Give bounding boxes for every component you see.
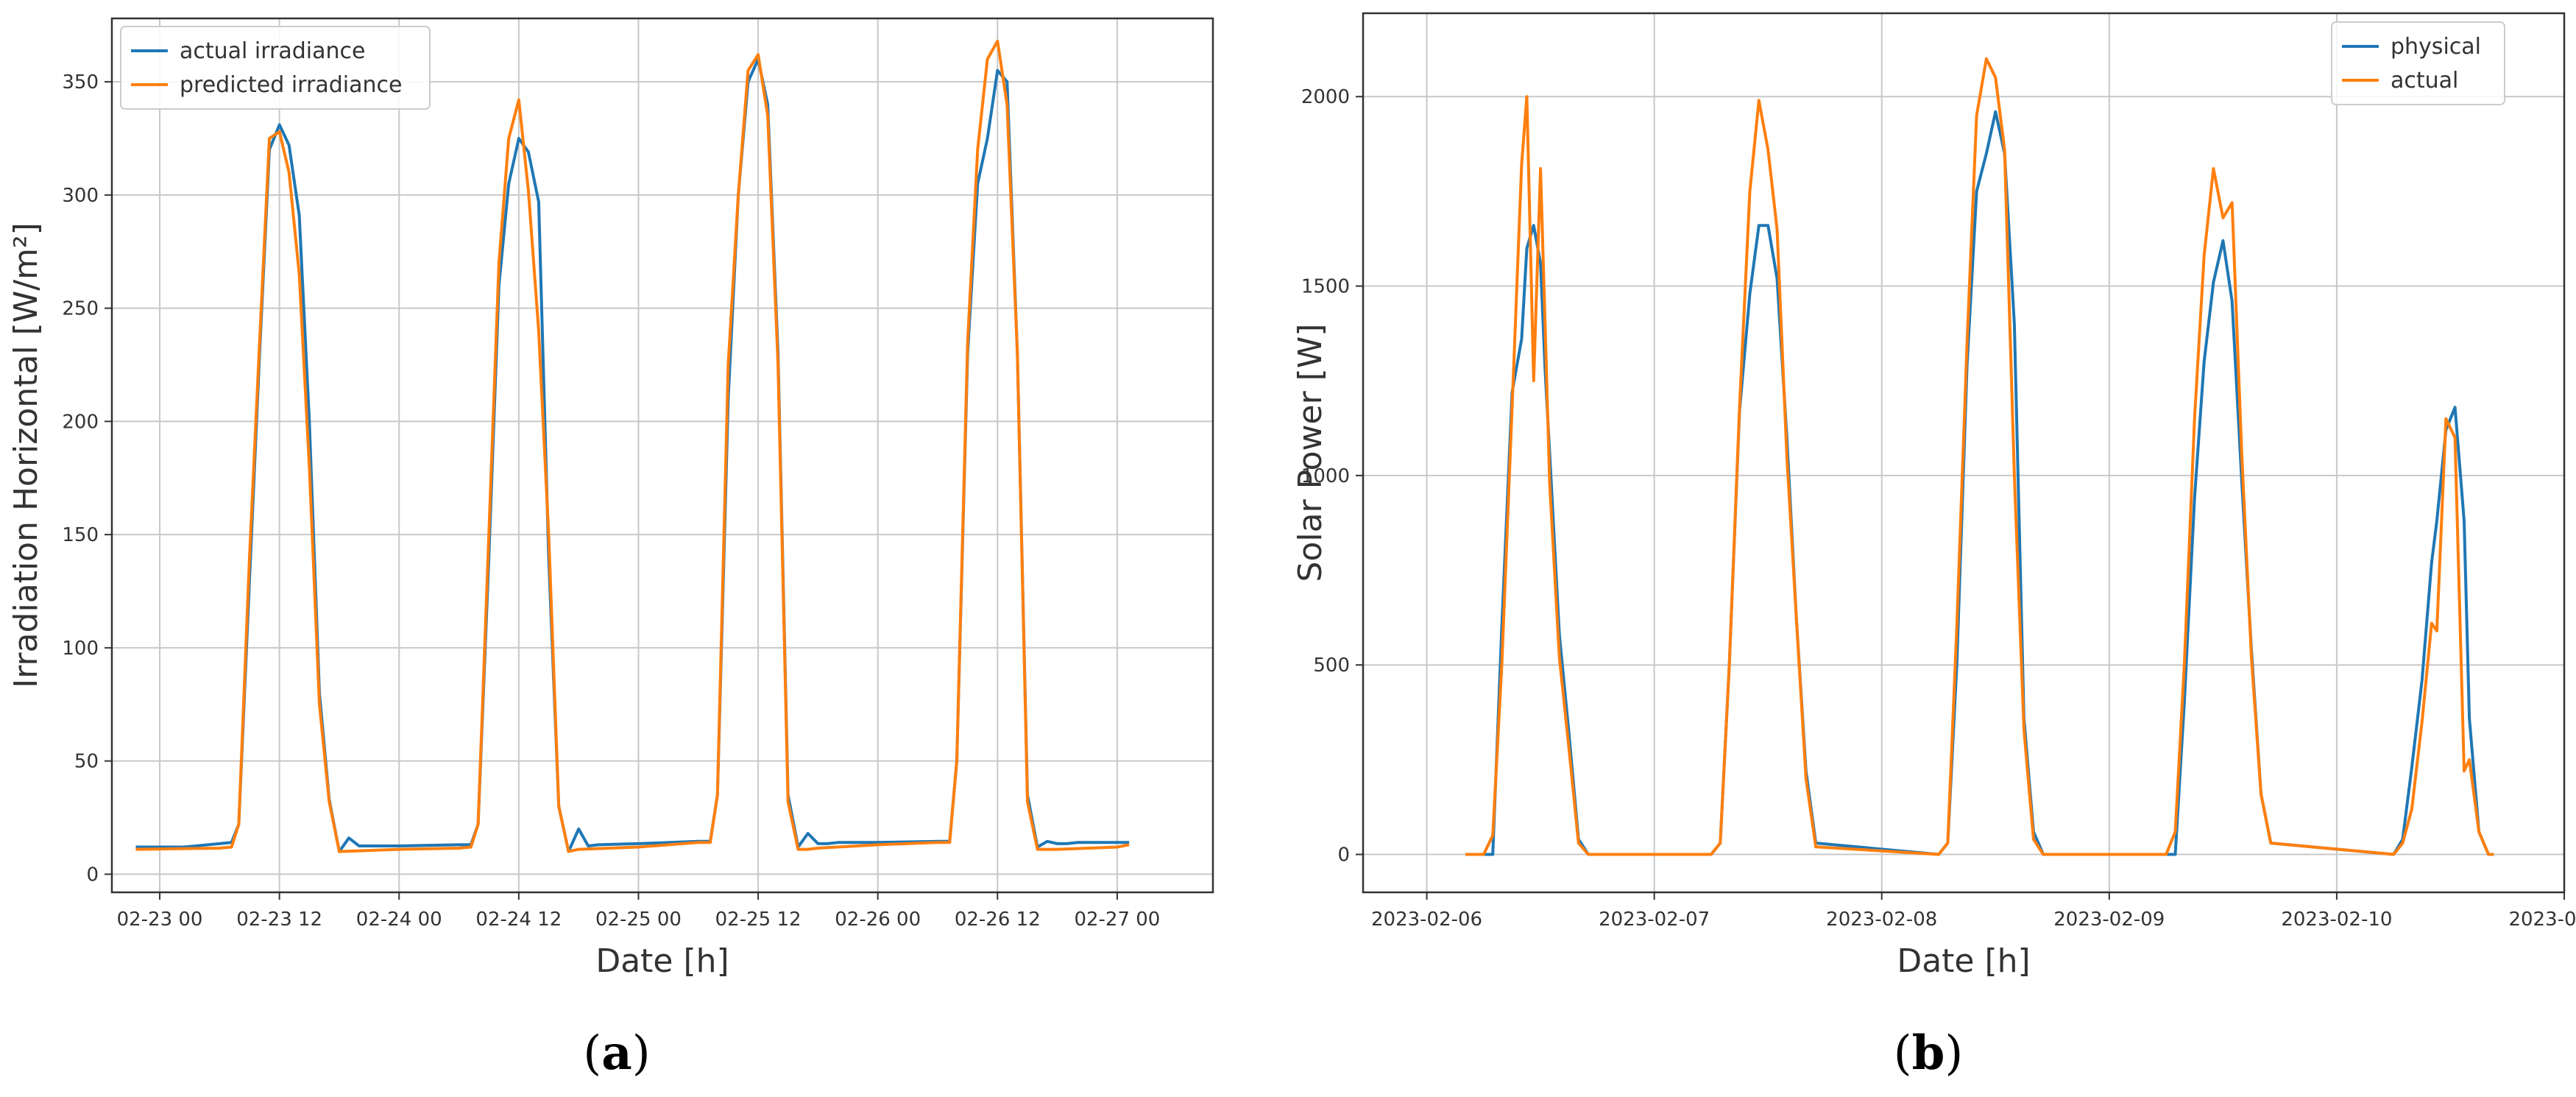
x-tick-label: 2023-02-11 (2508, 909, 2576, 931)
axes-frame (1362, 12, 2566, 894)
legend-label: actual (2391, 68, 2458, 94)
y-tick-label: 0 (1337, 844, 1350, 867)
y-tick-label: 2000 (1301, 86, 1350, 108)
panel-label: (a) (583, 1026, 650, 1081)
chart-panel-b: 2023-02-06 2023-02-07 2023-02-08 2023-02-09… (1292, 12, 2576, 1081)
y-tick-label: 200 (62, 411, 99, 433)
y-tick-label: 1000 (1301, 465, 1350, 487)
x-tick-label: 02-26 12 (955, 909, 1041, 931)
series-line-actual (1465, 57, 2494, 856)
y-tick-label: 150 (62, 524, 99, 546)
legend-box (2331, 21, 2505, 105)
panel-label: (b) (1894, 1026, 1964, 1081)
panel-label-close-paren: ) (1945, 1026, 1963, 1081)
axes-frame (110, 17, 1214, 894)
legend-label: physical (2391, 34, 2481, 60)
x-tick-label: 02-25 12 (715, 909, 802, 931)
y-axis-label: Solar Power [W] (1292, 324, 1329, 582)
x-tick-label: 2023-02-07 (1599, 909, 1710, 931)
panel-label-letter: a (601, 1026, 631, 1081)
x-tick-label: 2023-02-10 (2281, 909, 2392, 931)
x-tick-label: 02-27 00 (1074, 909, 1160, 931)
y-tick-label: 350 (62, 71, 99, 94)
panel-label-close-paren: ) (632, 1026, 651, 1081)
legend-box (120, 26, 431, 110)
legend-label: actual irradiance (180, 38, 366, 64)
panel-label-open-paren: ( (1894, 1026, 1912, 1081)
panel-label-open-paren: ( (583, 1026, 601, 1081)
panel-label-letter: b (1912, 1026, 1945, 1081)
y-tick-label: 250 (62, 298, 99, 320)
chart-panel-a: 02-23 00 02-23 12 02-24 00 02-24 12 02-25 00… (7, 17, 1214, 1081)
y-tick-label: 0 (86, 864, 99, 886)
legend: actual irradiance predicted irradiance (120, 26, 431, 110)
x-tick-label: 02-24 12 (475, 909, 562, 931)
y-tick-label: 300 (62, 185, 99, 207)
x-axis-label: Date [h] (595, 942, 729, 980)
x-tick-label: 02-23 00 (117, 909, 203, 931)
x-tick-label: 02-24 00 (356, 909, 442, 931)
series-line-actual-irradiance (135, 57, 1130, 853)
y-tick-label: 1500 (1301, 276, 1350, 298)
x-tick-label: 2023-02-08 (1826, 909, 1937, 931)
grid (112, 18, 1213, 892)
series-line-physical (1465, 110, 2494, 856)
series-line-predicted-irradiance (135, 39, 1130, 853)
y-tick-label: 100 (62, 638, 99, 660)
legend: physical actual (2331, 21, 2505, 105)
y-tick-label: 500 (1313, 655, 1350, 677)
x-tick-label: 2023-02-09 (2053, 909, 2165, 931)
x-tick-label: 02-25 00 (595, 909, 682, 931)
legend-label: predicted irradiance (180, 72, 402, 98)
x-tick-label: 02-23 12 (236, 909, 322, 931)
y-tick-label: 50 (74, 751, 99, 773)
x-tick-label: 2023-02-06 (1371, 909, 1482, 931)
y-axis-label: Irradiation Horizontal [W/m²] (7, 222, 45, 688)
x-axis-label: Date [h] (1897, 942, 2030, 980)
x-tick-label: 02-26 00 (835, 909, 921, 931)
